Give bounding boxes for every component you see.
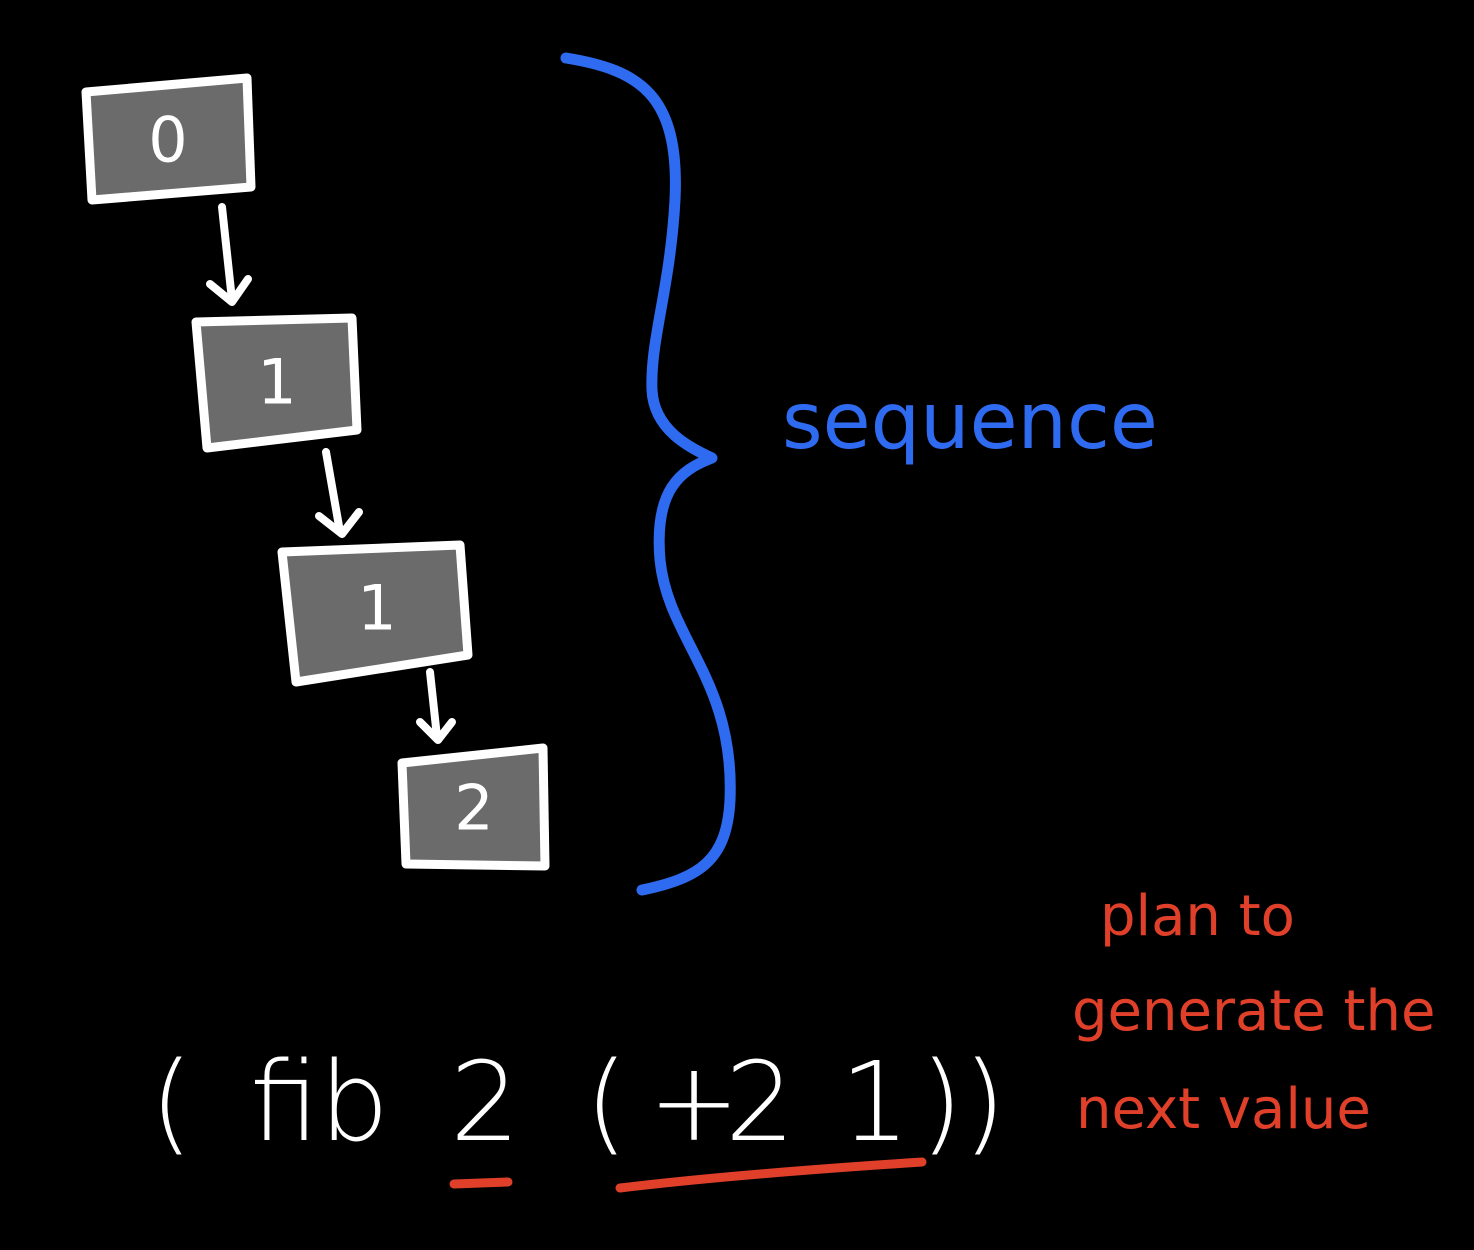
- node-value: 2: [454, 772, 493, 845]
- arrow-0-to-1: [206, 203, 252, 306]
- note-line-2: generate the: [1072, 979, 1435, 1044]
- node-box: [397, 743, 550, 871]
- node-box: [81, 73, 256, 205]
- annotation-note: plan to generate the next value: [1072, 884, 1435, 1142]
- node-value: 1: [257, 346, 296, 419]
- expr-current-value: 2: [450, 1038, 520, 1166]
- expr-arg-1: 2: [725, 1038, 795, 1166]
- expr-operator: +: [648, 1038, 740, 1166]
- node-box: [191, 313, 362, 453]
- fib-expression: ( fib 2 ( + 2 1 )): [150, 1038, 1006, 1166]
- arrow-1-to-2: [315, 448, 363, 538]
- node-value: 1: [357, 572, 396, 645]
- expr-close-parens: )): [920, 1038, 1006, 1166]
- sequence-label: sequence: [782, 377, 1158, 467]
- sequence-node-1: 1: [191, 313, 362, 453]
- node-box: [277, 540, 473, 687]
- expr-open-paren: (: [150, 1038, 193, 1166]
- sequence-brace: [560, 52, 736, 896]
- expr-arg-2: 1: [840, 1038, 910, 1166]
- sequence-node-0: 0: [81, 73, 256, 205]
- underline-current-value: [449, 1177, 513, 1189]
- sequence-node-2: 1: [277, 540, 473, 687]
- sequence-node-3: 2: [397, 743, 550, 871]
- note-line-1: plan to: [1100, 884, 1295, 949]
- node-value: 0: [148, 104, 187, 177]
- underline-next-expression: [615, 1157, 927, 1193]
- expr-function-name: fib: [250, 1038, 389, 1166]
- note-line-3: next value: [1076, 1077, 1371, 1142]
- arrow-2-to-3: [416, 668, 456, 744]
- expr-inner-open-paren: (: [585, 1038, 628, 1166]
